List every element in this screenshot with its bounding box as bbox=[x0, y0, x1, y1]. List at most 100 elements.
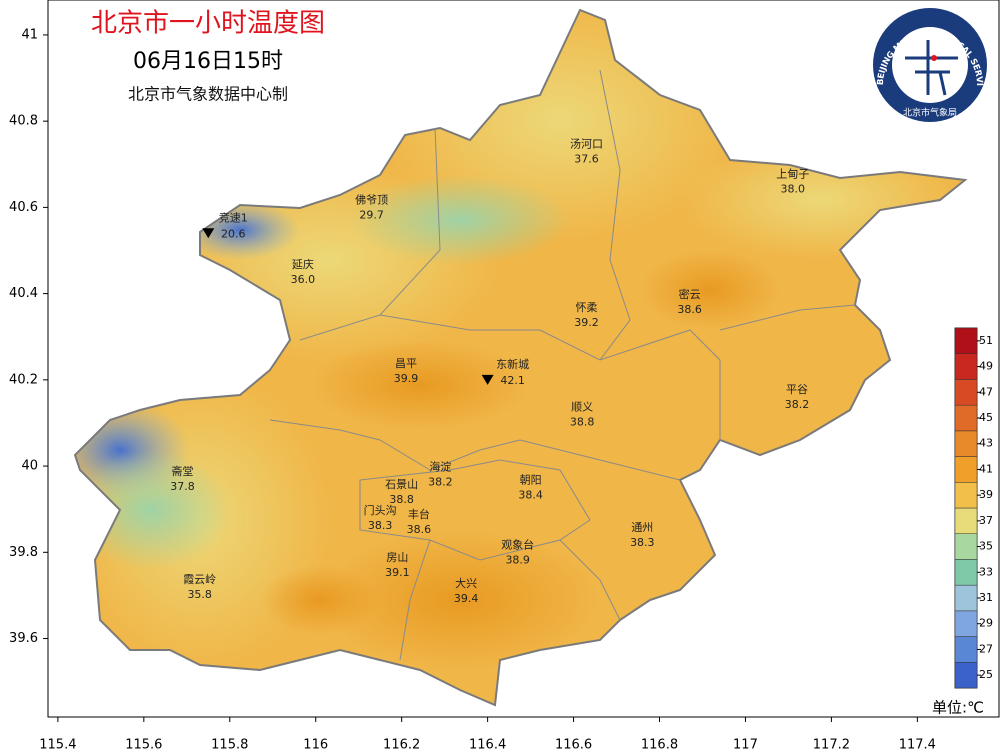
station-value: 38.4 bbox=[518, 489, 543, 502]
y-tick-label: 40.4 bbox=[9, 286, 38, 301]
station-value: 39.2 bbox=[574, 316, 599, 329]
station-name: 丰台 bbox=[408, 507, 430, 521]
colorbar-segment bbox=[954, 584, 978, 612]
colorbar-label: 31 bbox=[979, 591, 993, 604]
colorbar-segment bbox=[954, 353, 978, 380]
station-value: 38.8 bbox=[570, 415, 595, 428]
logo-label: 北京市气象局 bbox=[903, 107, 957, 119]
colorbar-segment bbox=[954, 379, 978, 406]
colorbar-label: 37 bbox=[979, 514, 993, 527]
station-name: 大兴 bbox=[455, 576, 477, 590]
station-marker bbox=[481, 374, 494, 385]
station: 密云 38.6 bbox=[677, 287, 702, 316]
station: 汤河口 37.6 bbox=[570, 136, 603, 165]
x-tick-label: 115.6 bbox=[125, 738, 162, 753]
x-tick-label: 116 bbox=[303, 738, 328, 753]
station: 顺义 38.8 bbox=[570, 400, 595, 428]
x-tick-label: 116.8 bbox=[641, 738, 678, 753]
station: 竞速1 20.6 bbox=[202, 210, 248, 240]
colorbar-label: 27 bbox=[979, 642, 993, 655]
x-tick-label: 117.4 bbox=[899, 738, 936, 753]
station-name: 怀柔 bbox=[575, 301, 597, 314]
map-title: 北京市一小时温度图 bbox=[91, 9, 325, 39]
colorbar-segment bbox=[954, 456, 978, 483]
colorbar-label: 47 bbox=[979, 385, 993, 398]
station-value: 37.6 bbox=[574, 152, 599, 165]
station-value: 38.3 bbox=[368, 519, 393, 532]
station-name: 佛爷顶 bbox=[355, 192, 388, 206]
colorbar-segment bbox=[954, 559, 978, 586]
station: 朝阳 38.4 bbox=[518, 474, 543, 502]
legend: 25 27 29 31 33 35 37 39 41 43 45 47 49 51 bbox=[954, 327, 993, 689]
station-value: 38.8 bbox=[389, 493, 414, 506]
colorbar-segment bbox=[954, 533, 978, 560]
station-value: 42.1 bbox=[500, 374, 525, 387]
station: 东新城 42.1 bbox=[481, 357, 529, 387]
colorbar-label: 39 bbox=[979, 488, 993, 501]
station-value: 37.8 bbox=[170, 480, 195, 493]
y-tick-label: 40.6 bbox=[9, 200, 38, 215]
station-value: 35.8 bbox=[187, 588, 212, 601]
x-tick-label: 116.6 bbox=[555, 738, 592, 753]
station-name: 密云 bbox=[679, 287, 701, 301]
y-tick-label: 41 bbox=[21, 27, 38, 42]
station: 怀柔 39.2 bbox=[574, 301, 599, 329]
station-name: 东新城 bbox=[496, 357, 529, 371]
station-value: 36.0 bbox=[291, 273, 316, 286]
stations: 竞速1 20.6 佛爷顶 29.7 汤河口 37.6 上甸子 38.0 延庆 36.0 怀柔 39.2… bbox=[170, 136, 809, 605]
station: 海淀 38.2 bbox=[428, 460, 453, 489]
colorbar-label: 33 bbox=[979, 565, 993, 578]
station: 昌平 39.9 bbox=[394, 357, 419, 385]
station: 佛爷顶 29.7 bbox=[355, 192, 388, 221]
map-source: 北京市气象数据中心制 bbox=[128, 85, 288, 104]
station-value: 38.9 bbox=[505, 553, 530, 566]
station-name: 石景山 bbox=[385, 478, 418, 491]
station-value: 29.7 bbox=[359, 208, 384, 221]
colorbar-label: 51 bbox=[979, 334, 993, 347]
station-name: 延庆 bbox=[292, 257, 314, 271]
station-name: 汤河口 bbox=[570, 136, 603, 150]
station-value: 38.6 bbox=[677, 303, 702, 316]
station-name: 通州 bbox=[631, 521, 653, 534]
station-value: 39.9 bbox=[394, 372, 419, 385]
station: 观象台 38.9 bbox=[501, 537, 534, 566]
x-tick-label: 116.2 bbox=[383, 738, 420, 753]
station: 上甸子 38.0 bbox=[776, 168, 809, 196]
station: 丰台 38.6 bbox=[407, 507, 432, 536]
station-name: 昌平 bbox=[395, 357, 417, 370]
colorbar-label: 29 bbox=[979, 617, 993, 630]
x-tick-label: 115.4 bbox=[39, 738, 76, 753]
district-boundaries bbox=[269, 69, 856, 661]
legend-unit: 单位:℃ bbox=[932, 699, 984, 717]
station: 延庆 36.0 bbox=[291, 257, 316, 286]
colorbar-segment bbox=[954, 636, 978, 663]
station-value: 38.6 bbox=[407, 523, 432, 536]
colorbar-label: 49 bbox=[979, 360, 993, 373]
station-name: 竞速1 bbox=[219, 210, 248, 224]
x-tick-label: 115.8 bbox=[211, 738, 248, 753]
colorbar-segment bbox=[954, 327, 978, 354]
colorbar-segment bbox=[954, 507, 978, 534]
x-tick-label: 117 bbox=[733, 738, 758, 753]
station-name: 平谷 bbox=[786, 383, 808, 396]
colorbar-label: 41 bbox=[979, 462, 993, 475]
colorbar-label: 25 bbox=[979, 668, 993, 681]
station-value: 38.2 bbox=[785, 398, 810, 411]
station-name: 观象台 bbox=[501, 537, 534, 551]
colorbar-label: 45 bbox=[979, 411, 993, 424]
station-value: 38.3 bbox=[630, 536, 655, 549]
station: 斋堂 37.8 bbox=[170, 464, 195, 493]
x-tick-label: 116.4 bbox=[469, 738, 506, 753]
colorbar-label: 43 bbox=[979, 437, 993, 450]
colorbar-segment bbox=[954, 662, 978, 689]
colorbar-segment bbox=[954, 404, 978, 432]
station-value: 20.6 bbox=[221, 227, 246, 240]
colorbar-segment bbox=[954, 482, 978, 509]
y-tick-label: 40.2 bbox=[9, 372, 38, 387]
map-subtitle: 06月16日15时 bbox=[133, 49, 283, 74]
station: 大兴 39.4 bbox=[454, 576, 479, 605]
station-name: 房山 bbox=[386, 551, 408, 564]
station-value: 39.4 bbox=[454, 592, 479, 605]
colorbar-segment bbox=[954, 610, 978, 637]
